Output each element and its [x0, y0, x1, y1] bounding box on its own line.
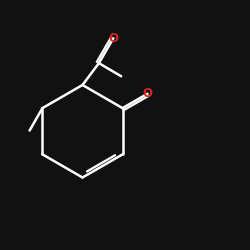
Text: O: O — [142, 87, 152, 100]
Text: O: O — [108, 32, 118, 45]
